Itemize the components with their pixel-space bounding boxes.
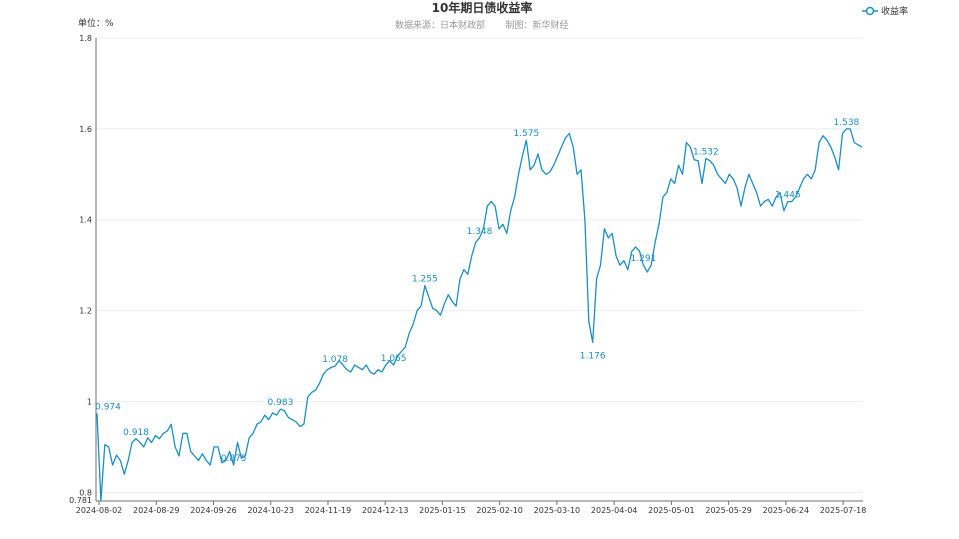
data-label: 1.176: [580, 351, 606, 361]
data-label: 1.538: [834, 118, 860, 128]
legend-marker-icon: [865, 6, 875, 16]
x-tick-label: 2024-10-23: [247, 506, 294, 515]
x-tick-label: 2025-01-15: [419, 506, 466, 515]
x-tick-label: 2025-02-10: [476, 506, 523, 515]
x-tick-label: 2025-05-01: [648, 506, 695, 515]
y-tick-label: 1.4: [79, 216, 92, 225]
gridlines: [96, 37, 863, 493]
y-tick-labels: 0.8 1 1.2 1.4 1.6 1.8: [79, 34, 92, 497]
chart-subtitle-maker: 制图：新华财经: [505, 19, 568, 31]
data-label: 1.255: [412, 275, 438, 285]
y-tick-label: 1.8: [79, 34, 92, 43]
data-labels: 0.974 0.918 0.875 0.983 1.078 1.065 1.255 1.348…: [95, 118, 859, 464]
data-label: 1.065: [381, 354, 407, 364]
x-tick-label: 2025-07-18: [820, 506, 867, 515]
x-tick-label: 2025-05-29: [705, 506, 752, 515]
x-tick-label: 2024-08-02: [76, 506, 123, 515]
legend-label: 收益率: [881, 5, 908, 17]
data-label: 0.983: [268, 398, 294, 408]
x-tick-label: 2024-09-26: [190, 506, 237, 515]
chart-title: 10年期日债收益率: [432, 0, 533, 15]
data-label: 1.445: [775, 191, 801, 201]
data-label: 1.078: [322, 355, 348, 365]
y-tick-label: 1: [87, 397, 92, 406]
data-label: 1.291: [631, 254, 657, 264]
data-label: 0.875: [221, 454, 247, 464]
legend[interactable]: 收益率: [862, 5, 908, 17]
x-tick-label: 2024-12-13: [362, 506, 409, 515]
x-tick-label: 2024-11-19: [305, 506, 352, 515]
y-tick-label: 1.2: [79, 307, 92, 316]
data-label: 0.918: [123, 428, 149, 438]
data-label: 1.575: [513, 129, 539, 139]
y-tick-label: 1.6: [79, 125, 92, 134]
chart-subtitle-source: 数据来源：日本财政部: [395, 19, 485, 31]
y-tick-label: 0.8: [79, 488, 92, 497]
series-line-yield: [96, 128, 863, 502]
x-tick-label: 2024-08-29: [133, 506, 180, 515]
data-label: 0.974: [95, 402, 121, 412]
x-tick-label: 2025-06-24: [763, 506, 810, 515]
data-label: 1.532: [693, 147, 719, 157]
axes: 0.781: [69, 38, 863, 505]
data-label: 1.348: [467, 227, 493, 237]
x-tick-label: 2025-04-04: [591, 506, 638, 515]
x-tick-label: 2025-03-10: [534, 506, 581, 515]
unit-label: 单位：%: [78, 17, 114, 29]
x-tick-labels: 2024-08-02 2024-08-29 2024-09-26 2024-10-23…: [76, 501, 867, 515]
y-min-label: 0.781: [69, 496, 92, 505]
